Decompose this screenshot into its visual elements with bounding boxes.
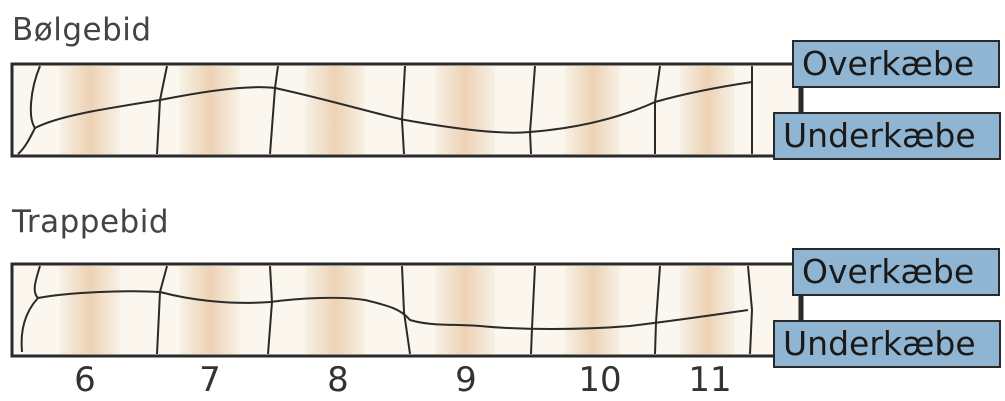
lower-jaw-label-top: Underkæbe	[773, 112, 1001, 160]
tooth-number-6: 6	[74, 360, 96, 400]
tooth-number-8: 8	[327, 360, 349, 400]
tooth-band-group-top	[60, 66, 735, 154]
occlusal-wave-line	[29, 65, 753, 134]
wave-bite-panel	[10, 62, 804, 158]
occlusal-step-line	[33, 265, 749, 330]
tooth-divider-group-top	[156, 65, 661, 155]
step-bite-panel	[10, 262, 804, 358]
upper-jaw-label-bottom: Overkæbe	[792, 248, 1000, 296]
tooth-band-group-bottom	[60, 266, 735, 354]
tooth-number-7: 7	[199, 360, 221, 400]
upper-jaw-label-top: Overkæbe	[792, 40, 1000, 88]
tooth-divider-group-bottom	[156, 265, 661, 355]
step-bite-title: Trappebid	[12, 204, 170, 240]
lower-jaw-label-bottom: Underkæbe	[773, 320, 1001, 368]
tooth-number-10: 10	[578, 360, 622, 400]
tooth-number-11: 11	[688, 360, 732, 400]
tooth-number-9: 9	[455, 360, 477, 400]
wave-bite-title: Bølgebid	[12, 12, 152, 48]
